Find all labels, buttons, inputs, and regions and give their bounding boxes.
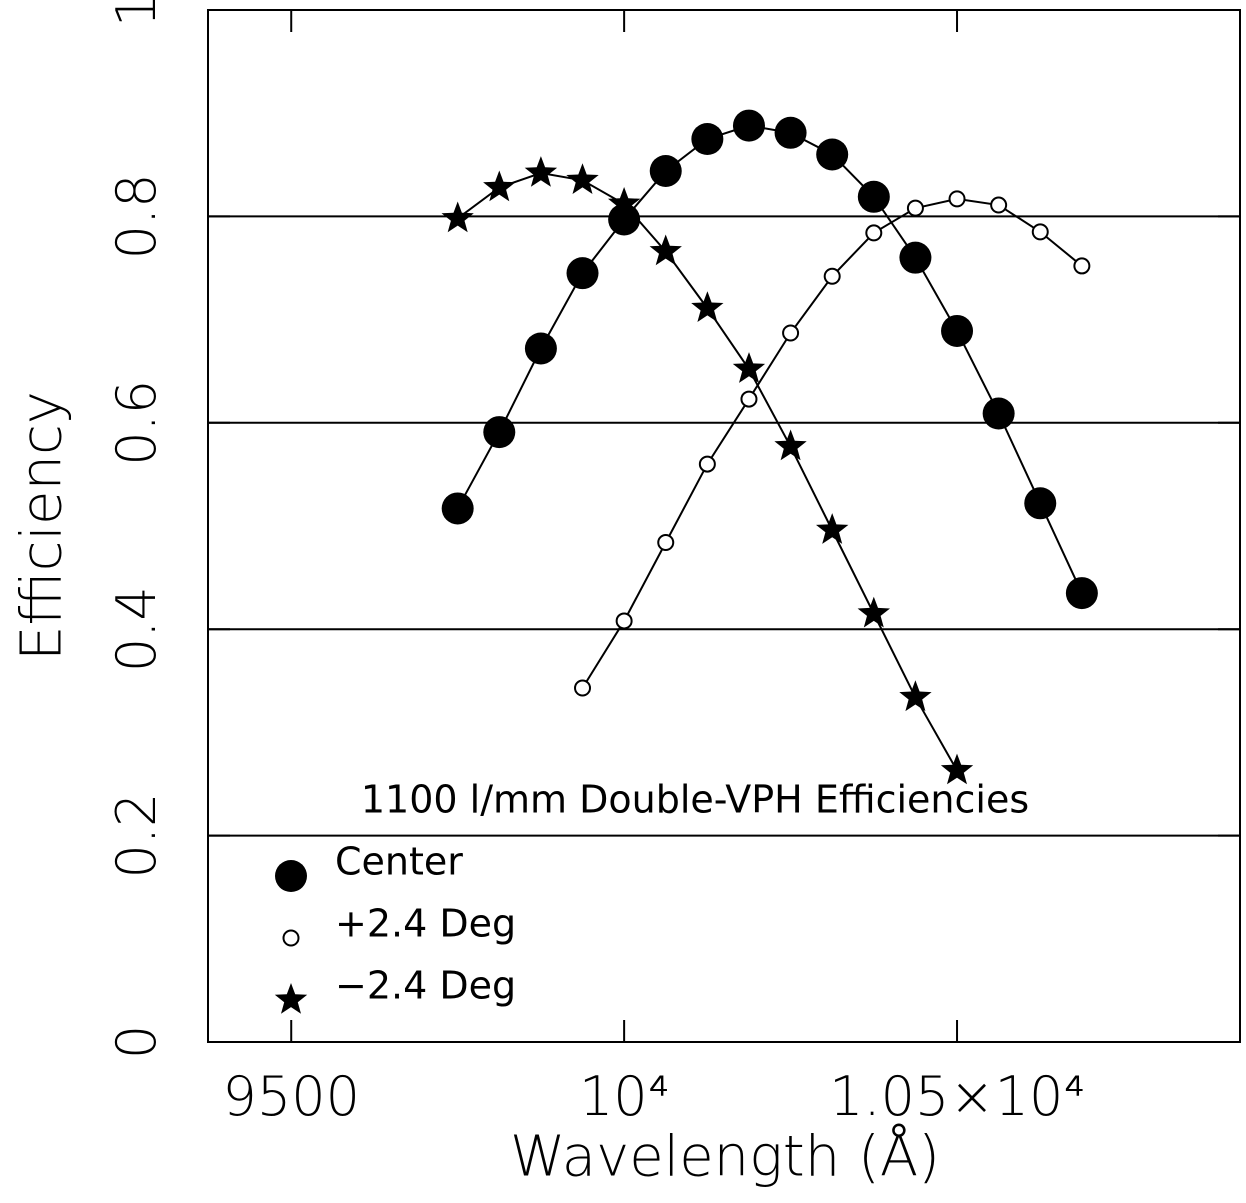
- y-axis-label: Efficiency: [9, 391, 74, 661]
- marker: [1031, 223, 1049, 241]
- x-tick-label: 9500: [223, 1065, 360, 1128]
- marker: [816, 513, 849, 544]
- marker: [857, 596, 890, 628]
- marker: [524, 156, 558, 187]
- legend-label: Center: [335, 840, 463, 884]
- legend-marker: [275, 860, 307, 892]
- marker: [740, 390, 758, 408]
- marker: [574, 679, 592, 697]
- marker: [566, 163, 599, 194]
- marker: [940, 753, 974, 785]
- marker: [1065, 577, 1098, 610]
- y-tick-label: 0.4: [105, 586, 168, 672]
- x-tick-label: 1.05×10⁴: [829, 1065, 1085, 1128]
- marker: [774, 429, 807, 461]
- legend-marker: [274, 983, 308, 1014]
- marker: [823, 267, 841, 285]
- y-tick-label: 0.8: [105, 173, 168, 259]
- x-axis-label: Wavelength (Å): [510, 1124, 940, 1189]
- annotation: 1100 l/mm Double-VPH Efficiencies: [361, 778, 1029, 822]
- marker: [657, 534, 675, 552]
- marker: [1073, 257, 1091, 275]
- legend-label: +2.4 Deg: [335, 902, 516, 946]
- plot-frame: [207, 9, 1241, 1043]
- marker: [1024, 487, 1057, 520]
- legend-marker: [282, 929, 300, 947]
- y-tick-label: 0.2: [105, 793, 168, 879]
- marker: [857, 180, 890, 213]
- marker: [483, 416, 516, 449]
- marker: [948, 190, 966, 208]
- marker: [691, 123, 724, 155]
- x-tick-label: 10⁴: [579, 1065, 669, 1128]
- marker: [982, 397, 1015, 430]
- marker: [899, 680, 932, 712]
- marker: [649, 154, 682, 187]
- marker: [441, 492, 474, 525]
- marker: [990, 196, 1008, 214]
- marker: [774, 116, 807, 149]
- marker: [691, 291, 724, 322]
- y-tick-label: 0: [105, 1025, 168, 1059]
- marker: [732, 352, 766, 383]
- marker: [608, 187, 641, 218]
- marker: [483, 170, 516, 202]
- marker: [865, 224, 883, 242]
- series-line: [456, 124, 1083, 594]
- marker: [698, 455, 716, 473]
- marker: [524, 332, 557, 365]
- marker: [941, 314, 974, 347]
- marker: [906, 199, 924, 217]
- marker: [732, 109, 765, 142]
- marker: [649, 234, 682, 266]
- marker: [816, 138, 849, 171]
- marker: [615, 612, 633, 630]
- marker: [899, 241, 932, 274]
- marker: [566, 257, 599, 290]
- y-tick-label: 0.6: [105, 380, 168, 466]
- legend-label: −2.4 Deg: [335, 964, 516, 1008]
- y-tick-label: 1: [105, 0, 168, 27]
- marker: [441, 201, 474, 233]
- marker: [782, 324, 800, 342]
